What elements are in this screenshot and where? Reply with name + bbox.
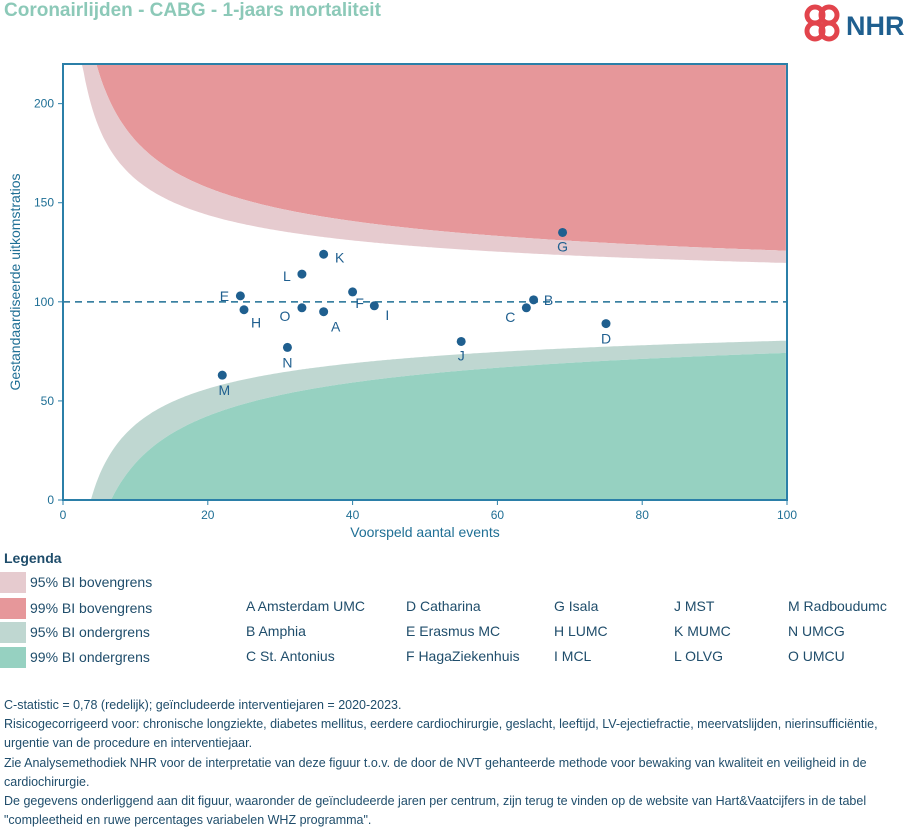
legend-label: 99% BI bovengrens bbox=[30, 600, 153, 616]
point-label-B: B bbox=[544, 292, 553, 308]
data-points: A B C D E F G H I J K L M N O bbox=[217, 227, 611, 398]
legend-swatch bbox=[0, 646, 26, 668]
x-tick-label: 0 bbox=[60, 508, 67, 522]
legend-item-lower95: 95% BI ondergrens bbox=[0, 621, 150, 643]
y-tick-label: 150 bbox=[34, 196, 54, 210]
center-label: F HagaZiekenhuis bbox=[406, 648, 520, 664]
band-95-lower bbox=[67, 340, 786, 500]
point-label-H: H bbox=[251, 315, 261, 331]
center-label: A Amsterdam UMC bbox=[246, 598, 366, 614]
point-A bbox=[319, 307, 329, 317]
point-label-M: M bbox=[218, 382, 230, 398]
y-tick-label: 200 bbox=[34, 97, 54, 111]
confidence-bands bbox=[67, 64, 786, 500]
center-label: L OLVG bbox=[674, 648, 724, 664]
point-label-D: D bbox=[601, 331, 611, 347]
chart-area: 0 20 40 60 80 100 0 50 100 150 200 A B C D E F G H I J K L M N O… bbox=[7, 63, 797, 540]
point-label-I: I bbox=[385, 307, 389, 323]
x-tick-label: 80 bbox=[636, 508, 650, 522]
legend-label: 95% BI ondergrens bbox=[30, 624, 150, 640]
point-B bbox=[529, 295, 539, 305]
point-D bbox=[601, 319, 611, 329]
center-label: I MCL bbox=[554, 648, 592, 664]
point-label-L: L bbox=[283, 268, 291, 284]
note-methodology: Zie Analysemethodiek NHR voor de interpr… bbox=[4, 755, 867, 789]
point-O bbox=[297, 303, 307, 313]
point-G bbox=[558, 227, 568, 237]
x-axis-title: Voorspeld aantal events bbox=[350, 524, 499, 540]
point-M bbox=[217, 370, 227, 380]
point-H bbox=[239, 305, 249, 315]
center-label: B Amphia bbox=[246, 623, 306, 639]
point-label-E: E bbox=[220, 288, 229, 304]
legend-label: 95% BI bovengrens bbox=[30, 574, 153, 590]
point-L bbox=[297, 269, 307, 279]
center-label: C St. Antonius bbox=[246, 648, 335, 664]
footnotes: C-statistic = 0,78 (redelijk); geïnclude… bbox=[4, 696, 920, 830]
nhr-logo-icon bbox=[804, 4, 840, 42]
point-label-G: G bbox=[557, 238, 568, 254]
legend-item-upper99: 99% BI bovengrens bbox=[0, 597, 152, 619]
center-label: J MST bbox=[674, 598, 715, 614]
point-label-N: N bbox=[282, 354, 292, 370]
legend-swatch bbox=[0, 597, 26, 619]
point-label-C: C bbox=[505, 309, 515, 325]
legend-label: 99% BI ondergrens bbox=[30, 649, 150, 665]
y-tick-label: 100 bbox=[34, 295, 54, 309]
legend-title: Legenda bbox=[4, 550, 62, 566]
x-tick-label: 100 bbox=[777, 508, 797, 522]
point-label-K: K bbox=[335, 249, 345, 265]
point-F bbox=[348, 287, 358, 297]
band-95-upper bbox=[67, 64, 786, 263]
point-label-F: F bbox=[355, 295, 364, 311]
point-N bbox=[282, 342, 292, 352]
nhr-logo: NHR bbox=[804, 4, 905, 42]
band-99-upper bbox=[67, 64, 786, 251]
nhr-logo-text: NHR bbox=[846, 11, 905, 41]
point-K bbox=[319, 249, 329, 259]
y-axis-title: Gestandaardiseerde uitkomstratios bbox=[7, 173, 23, 390]
point-E bbox=[235, 291, 245, 301]
point-label-A: A bbox=[331, 319, 341, 335]
y-tick-label: 50 bbox=[41, 394, 55, 408]
point-J bbox=[456, 336, 466, 346]
legend-item-upper95: 95% BI bovengrens bbox=[0, 571, 152, 593]
chart-title: Coronairlijden - CABG - 1-jaars mortalit… bbox=[4, 0, 381, 21]
center-label: M Radboudumc bbox=[788, 598, 887, 614]
center-label: G Isala bbox=[554, 598, 599, 614]
center-label: O UMCU bbox=[788, 648, 845, 664]
y-tick-label: 0 bbox=[47, 493, 54, 507]
point-label-O: O bbox=[279, 308, 290, 324]
center-label: H LUMC bbox=[554, 623, 608, 639]
point-label-J: J bbox=[458, 347, 465, 363]
note-data-source: De gegevens onderliggend aan dit figuur,… bbox=[4, 794, 867, 828]
x-tick-label: 60 bbox=[491, 508, 505, 522]
center-label: N UMCG bbox=[788, 623, 845, 639]
point-I bbox=[369, 301, 379, 311]
note-cstatistic: C-statistic = 0,78 (redelijk); geïnclude… bbox=[4, 698, 402, 712]
x-tick-label: 20 bbox=[201, 508, 215, 522]
center-label: K MUMC bbox=[674, 623, 731, 639]
legend-item-lower99: 99% BI ondergrens bbox=[0, 646, 150, 668]
center-label: E Erasmus MC bbox=[406, 623, 501, 639]
center-label: D Catharina bbox=[406, 598, 481, 614]
legend-swatch bbox=[0, 621, 26, 643]
axis-ticks: 0 20 40 60 80 100 0 50 100 150 200 bbox=[34, 97, 797, 522]
band-99-lower bbox=[67, 352, 786, 500]
x-tick-label: 40 bbox=[346, 508, 360, 522]
legend-swatch bbox=[0, 571, 26, 593]
plot-frame bbox=[62, 63, 788, 501]
note-risk-adjustment: Risicogecorrigeerd voor: chronische long… bbox=[4, 717, 878, 751]
point-C bbox=[521, 303, 531, 313]
